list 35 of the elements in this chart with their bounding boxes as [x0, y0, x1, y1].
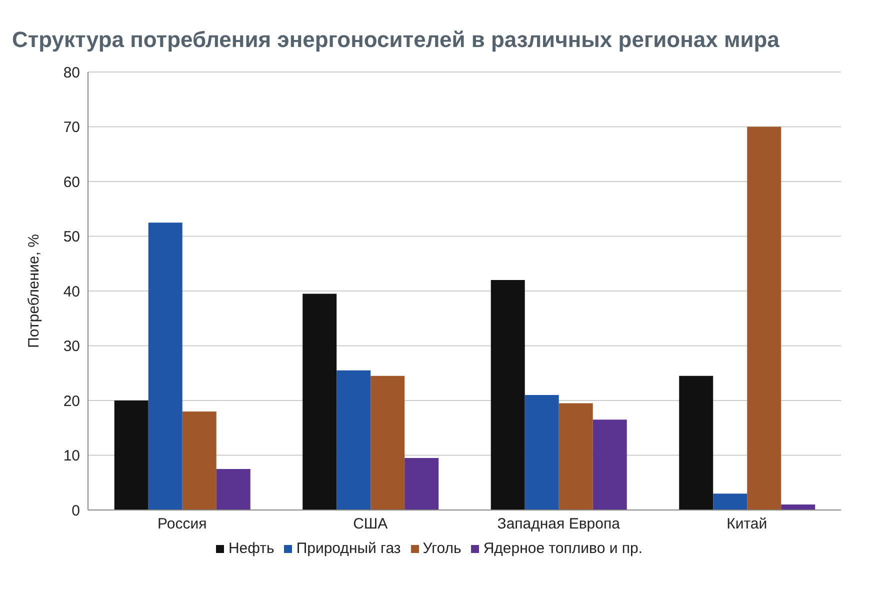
bar — [216, 468, 250, 510]
bar — [713, 494, 748, 510]
bar — [679, 376, 714, 510]
bar — [114, 400, 148, 510]
bar — [524, 395, 559, 510]
x-tick-label: Западная Европа — [497, 516, 621, 533]
y-tick-label: 80 — [63, 64, 80, 82]
x-tick-label: Россия — [158, 516, 207, 533]
y-tick-label: 70 — [63, 119, 80, 136]
x-tick-label: Китай — [726, 516, 768, 533]
y-tick-label: 50 — [63, 228, 80, 246]
bar — [370, 376, 405, 510]
y-tick-label: 10 — [63, 448, 80, 465]
y-tick-label: 60 — [63, 174, 80, 191]
bar — [490, 280, 525, 510]
y-axis-title: Потребление, % — [25, 234, 42, 348]
bar — [404, 458, 439, 510]
chart-title: Структура потребления энергоносителей в различных регионах мира — [11, 26, 780, 54]
bar — [302, 294, 337, 510]
y-tick-label: 20 — [63, 392, 80, 410]
legend-label: Ядерное топливо и пр. — [483, 540, 643, 557]
legend-label: Нефть — [228, 540, 274, 557]
bar — [747, 126, 782, 510]
bar — [558, 403, 593, 510]
bar — [182, 411, 216, 510]
y-tick-label: 40 — [63, 283, 80, 300]
bar — [781, 504, 816, 510]
x-tick-label: США — [353, 516, 388, 533]
legend-label: Природный газ — [296, 540, 401, 557]
bar — [592, 420, 627, 510]
bar — [148, 222, 182, 510]
y-tick-label: 0 — [72, 502, 80, 520]
legend-label: Уголь — [422, 540, 462, 557]
y-tick-label: 30 — [63, 338, 80, 356]
bar — [336, 370, 371, 510]
